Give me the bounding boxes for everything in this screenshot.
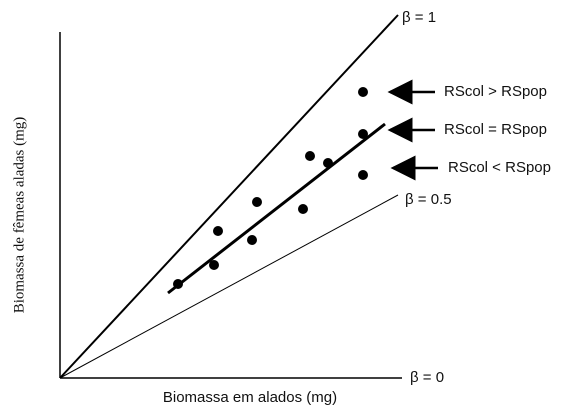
annotation: RScol > RSpop <box>444 83 547 100</box>
annotation: RScol < RSpop <box>448 159 551 176</box>
point <box>358 170 368 180</box>
beta-label: β = 0 <box>410 369 444 386</box>
point <box>358 87 368 97</box>
point <box>298 204 308 214</box>
x-axis-label: Biomassa em alados (mg) <box>163 389 337 406</box>
point <box>358 129 368 139</box>
beta-half-line <box>59 194 399 379</box>
point <box>213 226 223 236</box>
points <box>173 87 368 289</box>
point <box>247 235 257 245</box>
annotation: RScol = RSpop <box>444 121 547 138</box>
point <box>323 158 333 168</box>
beta-label: β = 1 <box>402 9 436 26</box>
beta-label: β = 0.5 <box>405 191 452 208</box>
point <box>209 260 219 270</box>
point <box>305 151 315 161</box>
beta-1-line <box>59 14 399 379</box>
fit-line <box>167 122 386 295</box>
y-axis-label: Biomassa de fêmeas aladas (mg) <box>11 117 27 314</box>
point <box>173 279 183 289</box>
point <box>252 197 262 207</box>
